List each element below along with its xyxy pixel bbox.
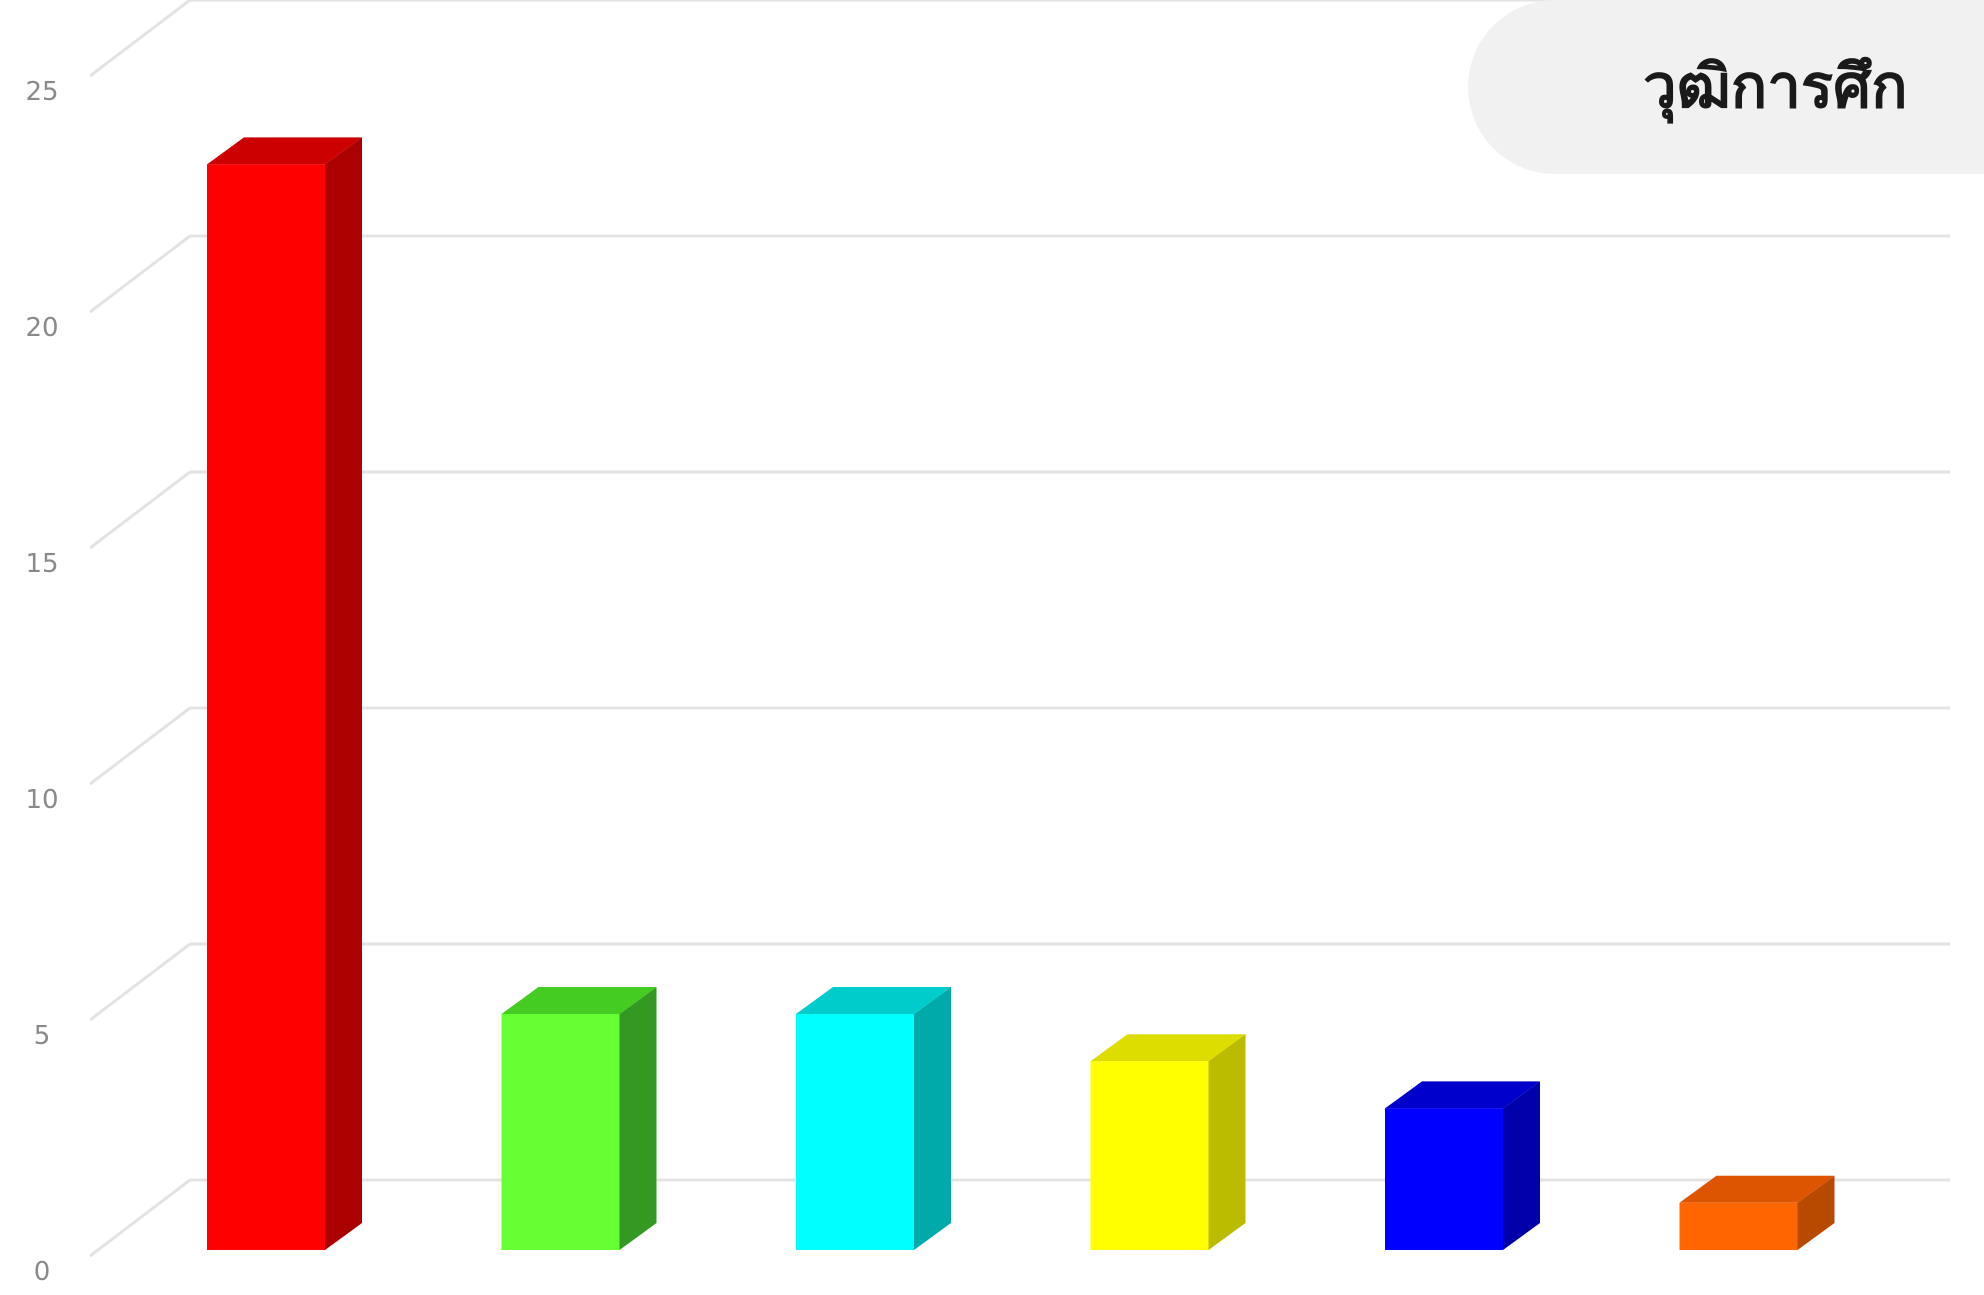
bar (1090, 1034, 1246, 1250)
y-tick-label: 10 (25, 785, 58, 815)
bar-side (619, 987, 657, 1250)
gridline-diagonal (89, 1178, 191, 1258)
y-tick-label: 15 (25, 549, 58, 579)
bar-side (325, 137, 362, 1250)
bar-side (1797, 1175, 1835, 1250)
gridlines (89, 0, 1950, 1258)
y-tick-label: 0 (34, 1257, 51, 1287)
bar-front (1090, 1061, 1209, 1250)
bar (207, 137, 362, 1250)
gridline-diagonal (89, 706, 191, 786)
bar-top (1385, 1081, 1540, 1109)
bar-front (796, 1014, 914, 1250)
chart-title: วุฒิการศึก (1643, 52, 1908, 122)
chart-title-box: วุฒิการศึก (1468, 0, 1984, 174)
bar-top (1090, 1034, 1246, 1062)
y-tick-label: 25 (25, 77, 58, 107)
bar-front (1385, 1108, 1503, 1250)
y-axis-ticks: 0 5 10 15 20 25 (25, 77, 58, 1287)
gridline-diagonal (89, 470, 191, 550)
bar-front (207, 164, 325, 1250)
bar-front (1679, 1202, 1798, 1250)
bar-side (1503, 1081, 1540, 1250)
bar (501, 987, 657, 1250)
y-tick-label: 20 (25, 313, 58, 343)
bar-side (914, 987, 951, 1250)
bar-top (501, 987, 657, 1014)
bar-front (501, 1014, 620, 1250)
y-tick-label: 5 (34, 1021, 51, 1051)
bar-side (1208, 1034, 1246, 1250)
bar-top (1679, 1175, 1835, 1203)
gridline-diagonal (89, 0, 191, 78)
bar (1385, 1081, 1540, 1250)
bars (207, 137, 1835, 1250)
bar-top (207, 137, 362, 165)
gridline-diagonal (89, 942, 191, 1022)
gridline-diagonal (89, 234, 191, 314)
bar (796, 987, 951, 1250)
bar (1679, 1175, 1835, 1250)
bar-top (796, 987, 951, 1014)
